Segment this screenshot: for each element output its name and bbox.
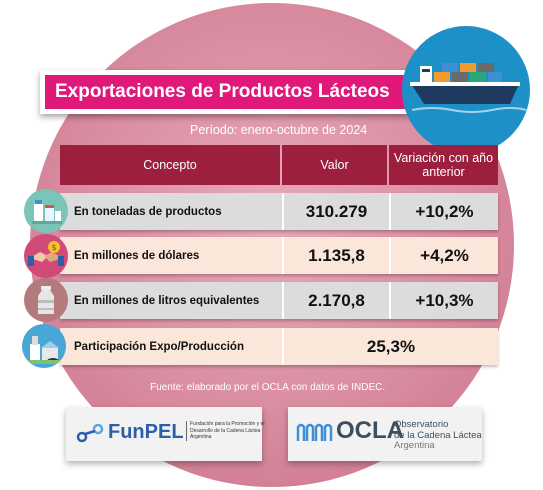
ocla-logo: OCLA Observatorio de la Cadena Láctea Ar… bbox=[288, 407, 482, 461]
divider bbox=[389, 282, 391, 319]
dairy-products-icon bbox=[24, 189, 68, 233]
milk-can-icon bbox=[24, 278, 68, 322]
row-value: 2.170,8 bbox=[308, 290, 365, 310]
row-value: 1.135,8 bbox=[308, 245, 365, 265]
table-row: En millones de litros equivalentes 2.170… bbox=[60, 282, 498, 319]
cargo-ship-icon bbox=[402, 26, 530, 154]
table-row: Participación Expo/Producción 25,3% bbox=[60, 328, 498, 365]
row-label: En toneladas de productos bbox=[74, 205, 222, 218]
funpel-name: FunPEL bbox=[108, 421, 184, 443]
page-title: Exportaciones de Productos Lácteos bbox=[45, 75, 405, 109]
divider bbox=[282, 237, 284, 274]
handshake-dollar-icon: $ bbox=[24, 234, 68, 278]
row-variation: +10,3% bbox=[415, 290, 474, 310]
column-header-concepto: Concepto bbox=[60, 145, 280, 185]
table-row: En toneladas de productos 310.279 +10,2% bbox=[60, 193, 498, 230]
source-note: Fuente: elaborado por el OCLA con datos … bbox=[150, 382, 386, 393]
row-value: 25,3% bbox=[366, 336, 416, 356]
funpel-subtitle: Fundación para la Promoción y el Desarro… bbox=[186, 421, 272, 441]
divider bbox=[282, 328, 284, 365]
dairy-farm-icon bbox=[22, 324, 66, 368]
ocla-subtitle: Observatorio de la Cadena Láctea Argenti… bbox=[394, 419, 482, 451]
ocla-logo-mark-icon bbox=[296, 423, 333, 441]
ocla-name: OCLA bbox=[336, 417, 404, 444]
divider bbox=[282, 193, 284, 230]
divider bbox=[389, 193, 391, 230]
title-banner: Exportaciones de Productos Lácteos bbox=[40, 70, 410, 114]
svg-text:$: $ bbox=[51, 243, 56, 252]
table-row: En millones de dólares 1.135,8 +4,2% bbox=[60, 237, 498, 274]
row-variation: +10,2% bbox=[415, 201, 474, 221]
column-header-valor: Valor bbox=[282, 145, 387, 185]
row-label: En millones de dólares bbox=[74, 249, 200, 262]
funpel-logo: FunPEL Fundación para la Promoción y el … bbox=[66, 407, 265, 461]
row-label: Participación Expo/Producción bbox=[74, 340, 244, 353]
divider bbox=[282, 282, 284, 319]
row-value: 310.279 bbox=[305, 201, 368, 221]
row-label: En millones de litros equivalentes bbox=[74, 294, 260, 307]
column-header-variacion: Variación con año anterior bbox=[389, 145, 498, 185]
row-variation: +4,2% bbox=[420, 245, 469, 265]
divider bbox=[389, 237, 391, 274]
funpel-logo-mark-icon bbox=[76, 423, 104, 443]
period-label: Período: enero-octubre de 2024 bbox=[190, 123, 368, 137]
